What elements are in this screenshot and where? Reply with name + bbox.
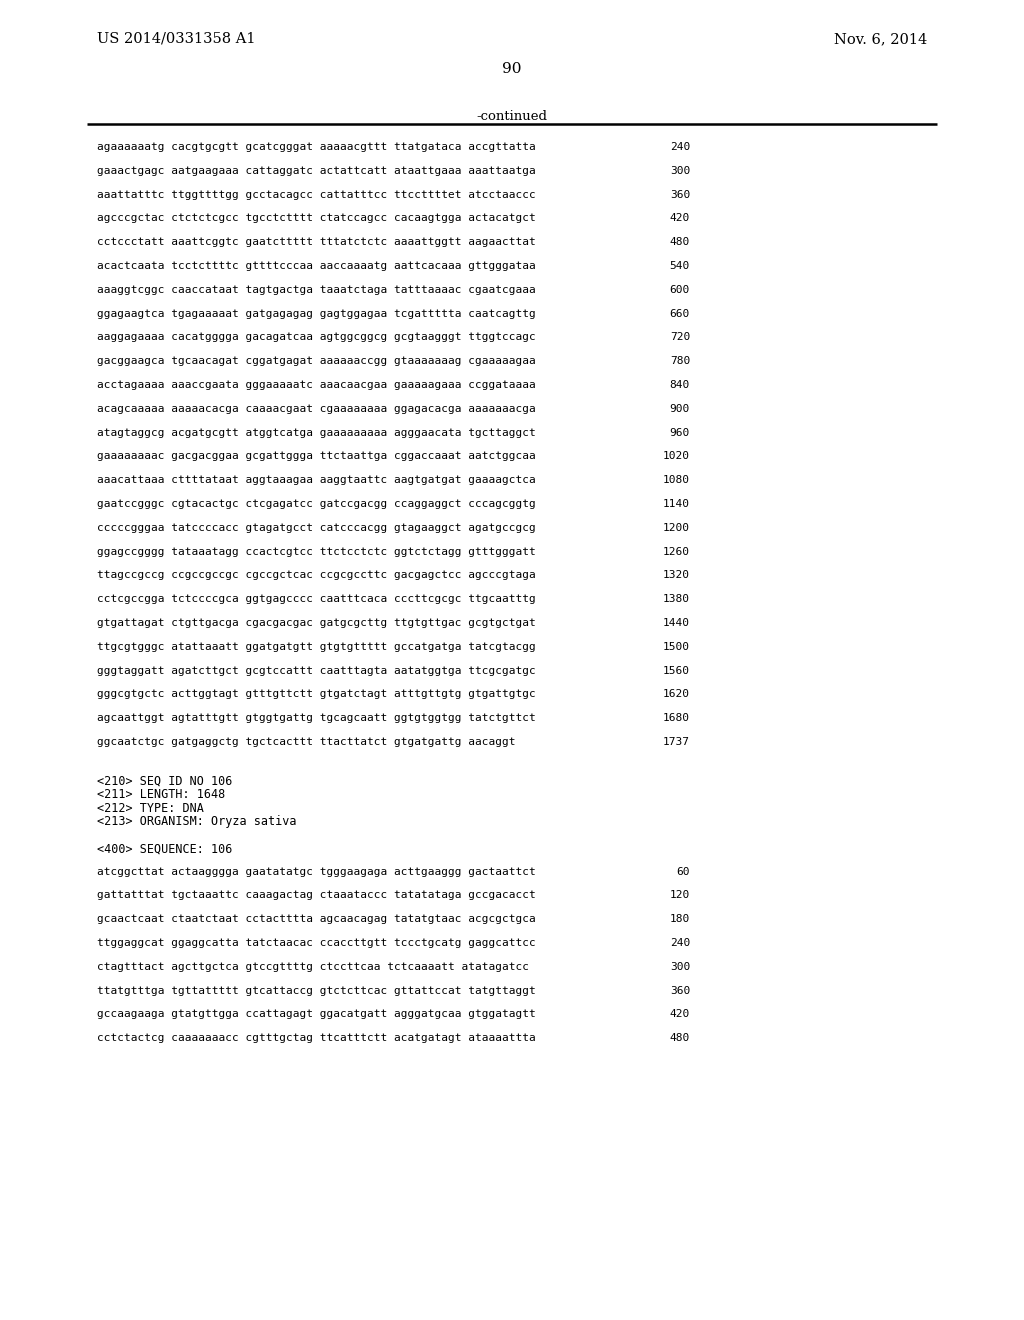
Text: aaggagaaaa cacatgggga gacagatcaa agtggcggcg gcgtaagggt ttggtccagc: aaggagaaaa cacatgggga gacagatcaa agtggcg… <box>97 333 536 342</box>
Text: ggcaatctgc gatgaggctg tgctcacttt ttacttatct gtgatgattg aacaggt: ggcaatctgc gatgaggctg tgctcacttt ttactta… <box>97 737 515 747</box>
Text: 360: 360 <box>670 986 690 995</box>
Text: gggcgtgctc acttggtagt gtttgttctt gtgatctagt atttgttgtg gtgattgtgc: gggcgtgctc acttggtagt gtttgttctt gtgatct… <box>97 689 536 700</box>
Text: 1200: 1200 <box>663 523 690 533</box>
Text: gggtaggatt agatcttgct gcgtccattt caatttagta aatatggtga ttcgcgatgc: gggtaggatt agatcttgct gcgtccattt caattta… <box>97 665 536 676</box>
Text: 1380: 1380 <box>663 594 690 605</box>
Text: 960: 960 <box>670 428 690 438</box>
Text: 120: 120 <box>670 891 690 900</box>
Text: 1080: 1080 <box>663 475 690 486</box>
Text: gccaagaaga gtatgttgga ccattagagt ggacatgatt agggatgcaa gtggatagtt: gccaagaaga gtatgttgga ccattagagt ggacatg… <box>97 1010 536 1019</box>
Text: 660: 660 <box>670 309 690 318</box>
Text: <213> ORGANISM: Oryza sativa: <213> ORGANISM: Oryza sativa <box>97 816 297 829</box>
Text: ttagccgccg ccgccgccgc cgccgctcac ccgcgccttc gacgagctcc agcccgtaga: ttagccgccg ccgccgccgc cgccgctcac ccgcgcc… <box>97 570 536 581</box>
Text: acactcaata tcctcttttc gttttcccaa aaccaaaatg aattcacaaa gttgggataa: acactcaata tcctcttttc gttttcccaa aaccaaa… <box>97 261 536 271</box>
Text: 180: 180 <box>670 915 690 924</box>
Text: 720: 720 <box>670 333 690 342</box>
Text: 540: 540 <box>670 261 690 271</box>
Text: aaattatttc ttggttttgg gcctacagcc cattatttcc ttccttttet atcctaaccc: aaattatttc ttggttttgg gcctacagcc cattatt… <box>97 190 536 199</box>
Text: gacggaagca tgcaacagat cggatgagat aaaaaaccgg gtaaaaaaag cgaaaaagaa: gacggaagca tgcaacagat cggatgagat aaaaaac… <box>97 356 536 366</box>
Text: aaacattaaa cttttataat aggtaaagaa aaggtaattc aagtgatgat gaaaagctca: aaacattaaa cttttataat aggtaaagaa aaggtaa… <box>97 475 536 486</box>
Text: cctcgccgga tctccccgca ggtgagcccc caatttcaca cccttcgcgc ttgcaatttg: cctcgccgga tctccccgca ggtgagcccc caatttc… <box>97 594 536 605</box>
Text: 1620: 1620 <box>663 689 690 700</box>
Text: <211> LENGTH: 1648: <211> LENGTH: 1648 <box>97 788 225 801</box>
Text: 240: 240 <box>670 939 690 948</box>
Text: ggagccgggg tataaatagg ccactcgtcc ttctcctctc ggtctctagg gtttgggatt: ggagccgggg tataaatagg ccactcgtcc ttctcct… <box>97 546 536 557</box>
Text: 1737: 1737 <box>663 737 690 747</box>
Text: 480: 480 <box>670 238 690 247</box>
Text: 1020: 1020 <box>663 451 690 462</box>
Text: Nov. 6, 2014: Nov. 6, 2014 <box>834 32 927 46</box>
Text: 60: 60 <box>677 867 690 876</box>
Text: 420: 420 <box>670 1010 690 1019</box>
Text: <210> SEQ ID NO 106: <210> SEQ ID NO 106 <box>97 775 232 788</box>
Text: acagcaaaaa aaaaacacga caaaacgaat cgaaaaaaaa ggagacacga aaaaaaacga: acagcaaaaa aaaaacacga caaaacgaat cgaaaaa… <box>97 404 536 413</box>
Text: gaatccgggc cgtacactgc ctcgagatcc gatccgacgg ccaggaggct cccagcggtg: gaatccgggc cgtacactgc ctcgagatcc gatccga… <box>97 499 536 510</box>
Text: <212> TYPE: DNA: <212> TYPE: DNA <box>97 801 204 814</box>
Text: cctccctatt aaattcggtc gaatcttttt tttatctctc aaaattggtt aagaacttat: cctccctatt aaattcggtc gaatcttttt tttatct… <box>97 238 536 247</box>
Text: gaaactgagc aatgaagaaa cattaggatc actattcatt ataattgaaa aaattaatga: gaaactgagc aatgaagaaa cattaggatc actattc… <box>97 166 536 176</box>
Text: 360: 360 <box>670 190 690 199</box>
Text: 1560: 1560 <box>663 665 690 676</box>
Text: US 2014/0331358 A1: US 2014/0331358 A1 <box>97 32 256 46</box>
Text: ttgcgtgggc atattaaatt ggatgatgtt gtgtgttttt gccatgatga tatcgtacgg: ttgcgtgggc atattaaatt ggatgatgtt gtgtgtt… <box>97 642 536 652</box>
Text: <400> SEQUENCE: 106: <400> SEQUENCE: 106 <box>97 842 232 855</box>
Text: 1320: 1320 <box>663 570 690 581</box>
Text: 600: 600 <box>670 285 690 294</box>
Text: 1440: 1440 <box>663 618 690 628</box>
Text: 480: 480 <box>670 1034 690 1043</box>
Text: ttatgtttga tgttattttt gtcattaccg gtctcttcac gttattccat tatgttaggt: ttatgtttga tgttattttt gtcattaccg gtctctt… <box>97 986 536 995</box>
Text: agcccgctac ctctctcgcc tgcctctttt ctatccagcc cacaagtgga actacatgct: agcccgctac ctctctcgcc tgcctctttt ctatcca… <box>97 214 536 223</box>
Text: aaaggtcggc caaccataat tagtgactga taaatctaga tatttaaaac cgaatcgaaa: aaaggtcggc caaccataat tagtgactga taaatct… <box>97 285 536 294</box>
Text: atagtaggcg acgatgcgtt atggtcatga gaaaaaaaaa agggaacata tgcttaggct: atagtaggcg acgatgcgtt atggtcatga gaaaaaa… <box>97 428 536 438</box>
Text: 240: 240 <box>670 143 690 152</box>
Text: ctagtttact agcttgctca gtccgttttg ctccttcaa tctcaaaatt atatagatcc: ctagtttact agcttgctca gtccgttttg ctccttc… <box>97 962 529 972</box>
Text: 420: 420 <box>670 214 690 223</box>
Text: acctagaaaa aaaccgaata gggaaaaatc aaacaacgaa gaaaaagaaa ccggataaaa: acctagaaaa aaaccgaata gggaaaaatc aaacaac… <box>97 380 536 389</box>
Text: 1500: 1500 <box>663 642 690 652</box>
Text: 90: 90 <box>502 62 522 77</box>
Text: atcggcttat actaagggga gaatatatgc tgggaagaga acttgaaggg gactaattct: atcggcttat actaagggga gaatatatgc tgggaag… <box>97 867 536 876</box>
Text: gattatttat tgctaaattc caaagactag ctaaataccc tatatataga gccgacacct: gattatttat tgctaaattc caaagactag ctaaata… <box>97 891 536 900</box>
Text: 1140: 1140 <box>663 499 690 510</box>
Text: gcaactcaat ctaatctaat cctactttta agcaacagag tatatgtaac acgcgctgca: gcaactcaat ctaatctaat cctactttta agcaaca… <box>97 915 536 924</box>
Text: agcaattggt agtatttgtt gtggtgattg tgcagcaatt ggtgtggtgg tatctgttct: agcaattggt agtatttgtt gtggtgattg tgcagca… <box>97 713 536 723</box>
Text: 300: 300 <box>670 166 690 176</box>
Text: cctctactcg caaaaaaacc cgtttgctag ttcatttctt acatgatagt ataaaattta: cctctactcg caaaaaaacc cgtttgctag ttcattt… <box>97 1034 536 1043</box>
Text: 780: 780 <box>670 356 690 366</box>
Text: cccccgggaa tatccccacc gtagatgcct catcccacgg gtagaaggct agatgccgcg: cccccgggaa tatccccacc gtagatgcct catccca… <box>97 523 536 533</box>
Text: ttggaggcat ggaggcatta tatctaacac ccaccttgtt tccctgcatg gaggcattcc: ttggaggcat ggaggcatta tatctaacac ccacctt… <box>97 939 536 948</box>
Text: gaaaaaaaac gacgacggaa gcgattggga ttctaattga cggaccaaat aatctggcaa: gaaaaaaaac gacgacggaa gcgattggga ttctaat… <box>97 451 536 462</box>
Text: -continued: -continued <box>476 110 548 123</box>
Text: ggagaagtca tgagaaaaat gatgagagag gagtggagaa tcgattttta caatcagttg: ggagaagtca tgagaaaaat gatgagagag gagtgga… <box>97 309 536 318</box>
Text: 300: 300 <box>670 962 690 972</box>
Text: gtgattagat ctgttgacga cgacgacgac gatgcgcttg ttgtgttgac gcgtgctgat: gtgattagat ctgttgacga cgacgacgac gatgcgc… <box>97 618 536 628</box>
Text: 900: 900 <box>670 404 690 413</box>
Text: 1680: 1680 <box>663 713 690 723</box>
Text: agaaaaaatg cacgtgcgtt gcatcgggat aaaaacgttt ttatgataca accgttatta: agaaaaaatg cacgtgcgtt gcatcgggat aaaaacg… <box>97 143 536 152</box>
Text: 1260: 1260 <box>663 546 690 557</box>
Text: 840: 840 <box>670 380 690 389</box>
